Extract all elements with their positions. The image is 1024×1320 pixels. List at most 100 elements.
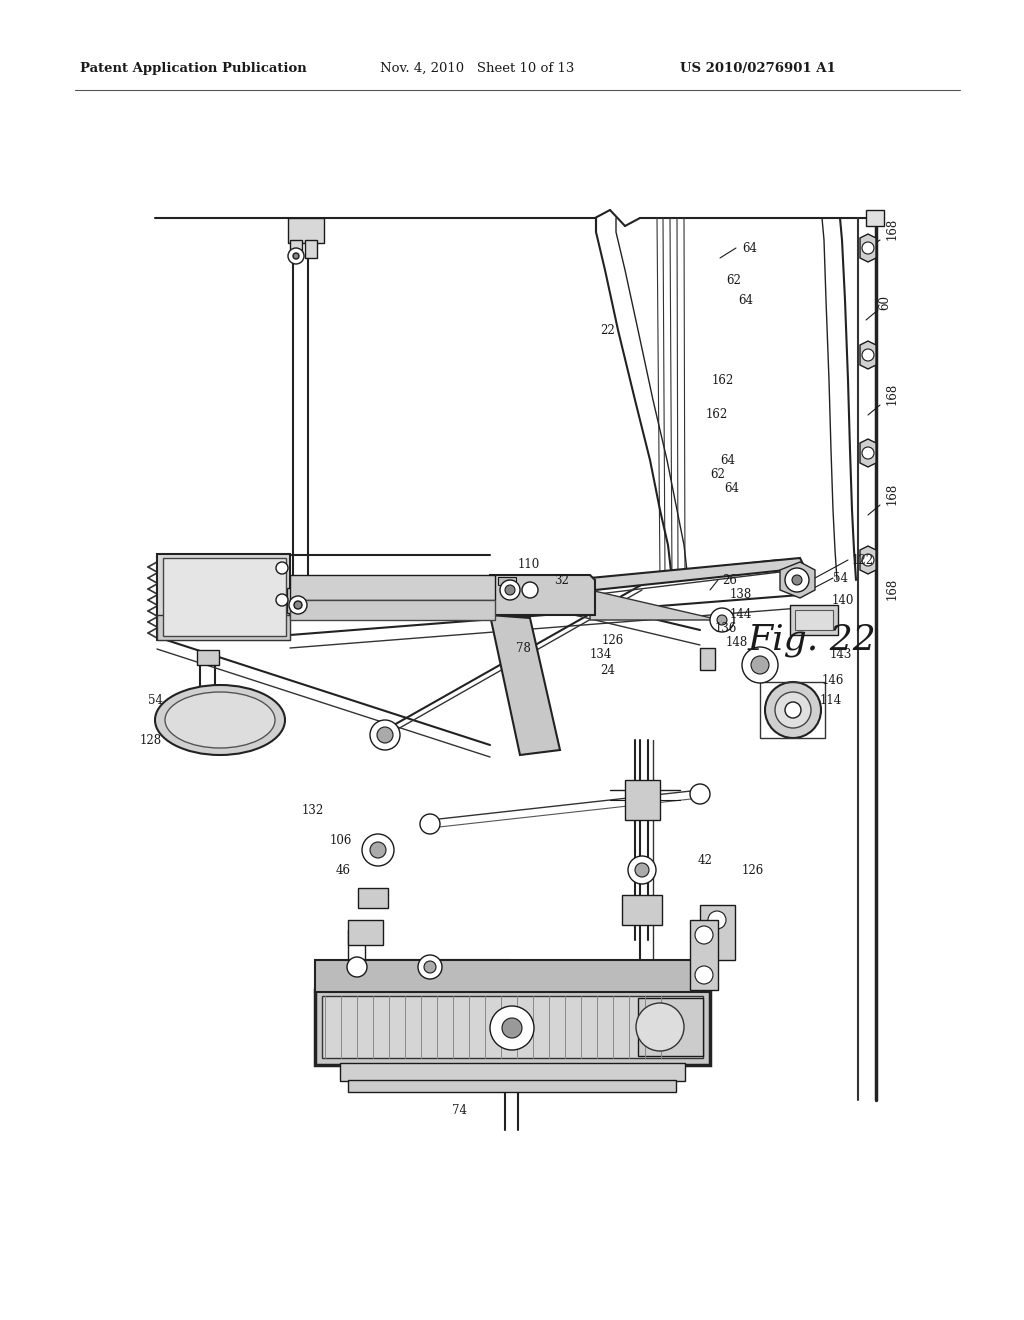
Circle shape — [636, 1003, 684, 1051]
Text: 144: 144 — [730, 607, 753, 620]
Bar — [625, 780, 660, 820]
Circle shape — [695, 927, 713, 944]
Bar — [288, 218, 324, 243]
Circle shape — [490, 1006, 534, 1049]
Bar — [795, 610, 833, 630]
Polygon shape — [860, 341, 876, 370]
Polygon shape — [485, 576, 595, 615]
Circle shape — [276, 594, 288, 606]
Circle shape — [420, 814, 440, 834]
Bar — [866, 210, 884, 226]
Polygon shape — [860, 546, 876, 574]
Bar — [315, 960, 710, 993]
Circle shape — [765, 682, 821, 738]
Polygon shape — [590, 590, 720, 620]
Circle shape — [522, 582, 538, 598]
Polygon shape — [860, 440, 876, 467]
Circle shape — [792, 576, 802, 585]
Circle shape — [293, 253, 299, 259]
Circle shape — [717, 615, 727, 624]
Bar — [340, 1063, 685, 1081]
Circle shape — [862, 242, 874, 253]
Bar — [197, 649, 219, 665]
Bar — [348, 1080, 676, 1092]
Bar — [700, 648, 715, 671]
Text: 46: 46 — [336, 863, 351, 876]
Text: 148: 148 — [726, 635, 749, 648]
Text: 64: 64 — [724, 482, 739, 495]
Polygon shape — [780, 562, 815, 598]
Text: 138: 138 — [730, 589, 753, 602]
Text: 162: 162 — [712, 374, 734, 387]
Circle shape — [742, 647, 778, 682]
Circle shape — [695, 966, 713, 983]
Bar — [690, 920, 718, 990]
Circle shape — [862, 554, 874, 566]
Circle shape — [377, 727, 393, 743]
Text: Patent Application Publication: Patent Application Publication — [80, 62, 307, 75]
Text: 128: 128 — [140, 734, 162, 747]
Bar — [287, 587, 323, 612]
Circle shape — [370, 719, 400, 750]
Circle shape — [424, 961, 436, 973]
Text: 168: 168 — [886, 483, 898, 506]
Text: 136: 136 — [715, 622, 737, 635]
Ellipse shape — [165, 692, 275, 748]
Polygon shape — [157, 615, 290, 640]
Text: 64: 64 — [742, 242, 757, 255]
Text: 64: 64 — [738, 293, 753, 306]
Circle shape — [785, 568, 809, 591]
Text: 62: 62 — [710, 467, 725, 480]
Text: 60: 60 — [879, 294, 892, 310]
Text: 168: 168 — [886, 578, 898, 601]
Text: 162: 162 — [706, 408, 728, 421]
Text: 106: 106 — [330, 833, 352, 846]
Bar — [290, 576, 495, 601]
Text: 32: 32 — [554, 573, 569, 586]
Text: Nov. 4, 2010   Sheet 10 of 13: Nov. 4, 2010 Sheet 10 of 13 — [380, 62, 574, 75]
Bar — [638, 998, 703, 1056]
Text: 132: 132 — [302, 804, 325, 817]
Text: 42: 42 — [698, 854, 713, 866]
Circle shape — [635, 863, 649, 876]
Text: 126: 126 — [602, 634, 625, 647]
Circle shape — [347, 957, 367, 977]
Bar — [348, 920, 383, 945]
Bar — [498, 577, 516, 585]
Text: 22: 22 — [600, 323, 614, 337]
Circle shape — [288, 248, 304, 264]
Text: 168: 168 — [886, 218, 898, 240]
Bar — [322, 997, 703, 1059]
Polygon shape — [163, 558, 286, 636]
Text: 54: 54 — [148, 693, 163, 706]
Bar — [315, 990, 710, 1065]
Text: 122: 122 — [852, 553, 874, 566]
Circle shape — [370, 842, 386, 858]
Bar — [760, 682, 825, 738]
Bar — [290, 240, 302, 257]
Text: 134: 134 — [590, 648, 612, 661]
Text: 143: 143 — [830, 648, 852, 661]
Text: 26: 26 — [722, 573, 737, 586]
Circle shape — [362, 834, 394, 866]
Text: 168: 168 — [886, 383, 898, 405]
Text: 24: 24 — [600, 664, 614, 676]
Text: US 2010/0276901 A1: US 2010/0276901 A1 — [680, 62, 836, 75]
Circle shape — [862, 447, 874, 459]
Text: Fig. 22: Fig. 22 — [748, 623, 877, 657]
Text: 126: 126 — [742, 863, 764, 876]
Bar — [305, 240, 317, 257]
Text: 54: 54 — [833, 572, 848, 585]
Polygon shape — [860, 234, 876, 261]
Circle shape — [775, 692, 811, 729]
Circle shape — [710, 609, 734, 632]
Circle shape — [505, 585, 515, 595]
Bar — [358, 888, 388, 908]
Polygon shape — [590, 558, 805, 590]
Circle shape — [276, 562, 288, 574]
Circle shape — [708, 911, 726, 929]
Polygon shape — [157, 554, 290, 640]
Circle shape — [628, 855, 656, 884]
Text: 114: 114 — [820, 693, 843, 706]
Text: 146: 146 — [822, 673, 845, 686]
